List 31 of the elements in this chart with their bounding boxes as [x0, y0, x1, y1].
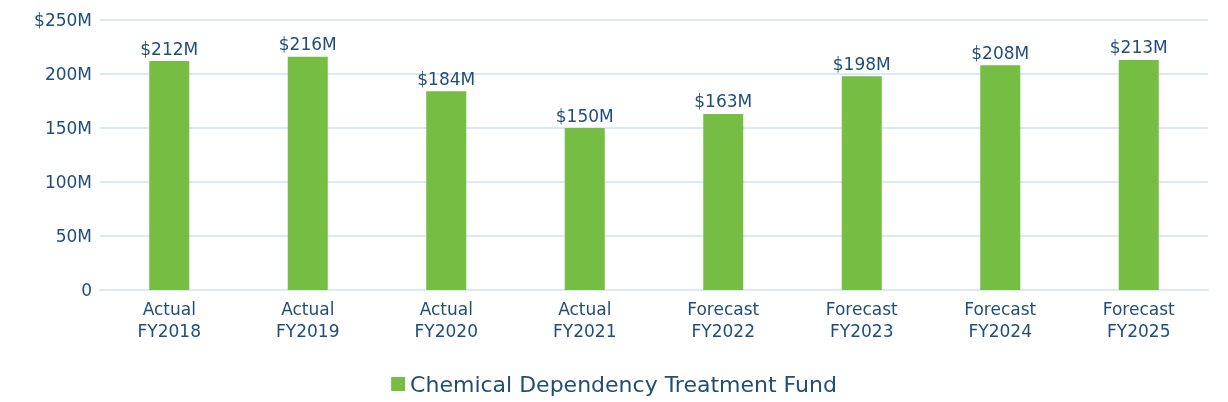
- y-tick-label: 50M: [55, 226, 92, 246]
- y-tick-label: 100M: [44, 172, 92, 192]
- data-label: $198M: [832, 53, 891, 74]
- x-tick-label: Actual FY2021: [553, 299, 617, 341]
- x-tick-label: Actual FY2018: [137, 299, 201, 341]
- x-tick-label: Forecast FY2025: [1102, 299, 1176, 341]
- y-tick-label: 0: [81, 280, 92, 300]
- legend-label: Chemical Dependency Treatment Fund: [410, 371, 837, 397]
- bar: [426, 91, 467, 290]
- bar: [564, 128, 605, 290]
- bar: [149, 61, 190, 290]
- bar: [287, 56, 328, 290]
- data-label: $216M: [278, 34, 337, 55]
- data-label: $163M: [694, 91, 753, 112]
- data-label: $212M: [140, 38, 199, 59]
- x-tick-label: Actual FY2020: [414, 299, 478, 341]
- y-tick-label: 200M: [44, 64, 92, 84]
- bar: [703, 113, 744, 290]
- y-tick-label: $250M: [34, 10, 92, 30]
- x-tick-label: Actual FY2019: [276, 299, 340, 341]
- data-label: $184M: [417, 68, 476, 89]
- x-tick-label: Forecast FY2022: [687, 299, 760, 341]
- x-tick-label: Forecast FY2023: [825, 299, 899, 341]
- bar: [841, 76, 882, 290]
- bar: [1118, 59, 1159, 290]
- y-tick-label: 150M: [44, 118, 92, 138]
- data-label: $208M: [971, 42, 1030, 63]
- data-label: $150M: [555, 105, 614, 126]
- x-tick-label: Forecast FY2024: [964, 299, 1037, 341]
- data-label: $213M: [1109, 37, 1168, 58]
- bar: [980, 65, 1021, 290]
